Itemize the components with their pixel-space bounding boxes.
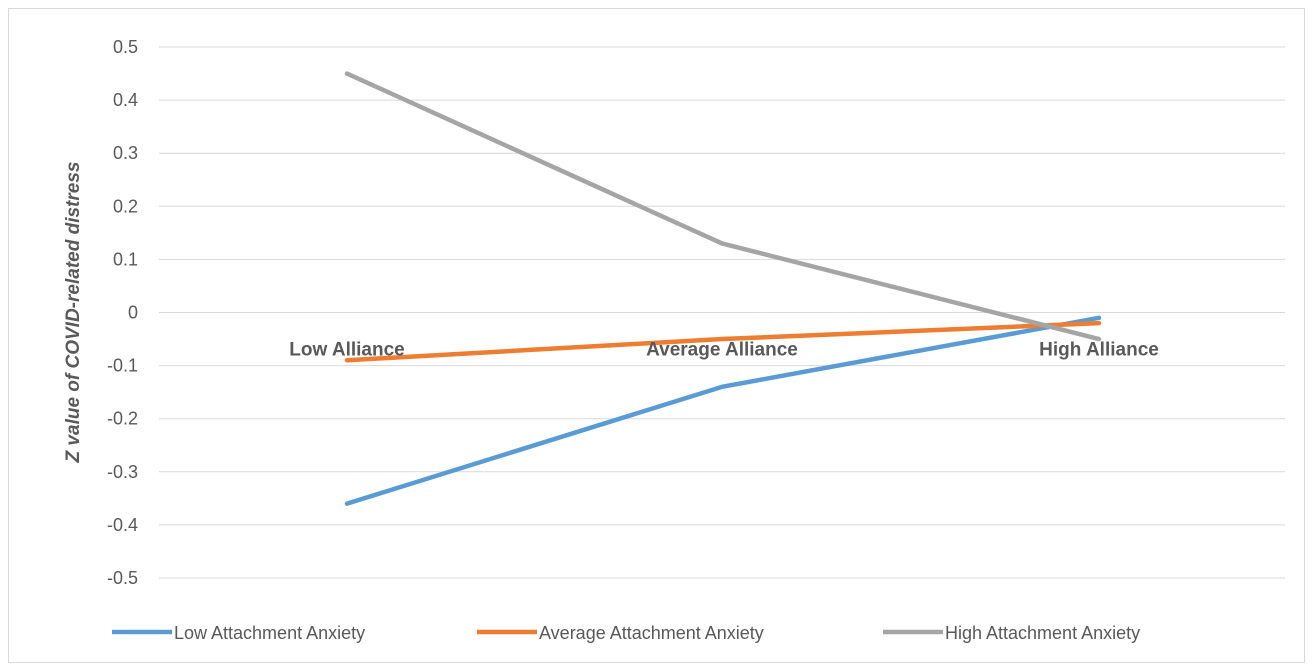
y-tick-label: 0.5: [113, 37, 138, 57]
y-axis-ticks: 0.5 0.4 0.3 0.2 0.1 0 -0.1 -0.2 -0.3 -0.4 -0.5: [107, 37, 138, 588]
category-label: High Alliance: [1039, 340, 1159, 361]
y-axis-title: Z value of COVID-related distress: [63, 162, 84, 464]
series-line-low-attachment-anxiety: [344, 315, 1102, 506]
legend-label: Average Attachment Anxiety: [539, 623, 764, 643]
legend-label: High Attachment Anxiety: [945, 623, 1140, 643]
y-tick-label: 0: [128, 303, 138, 323]
series-line-average-attachment-anxiety: [344, 320, 1102, 363]
category-label: Average Alliance: [646, 340, 798, 361]
y-tick-label: 0.1: [113, 249, 138, 269]
y-tick-label: -0.5: [107, 568, 138, 588]
y-tick-label: -0.2: [107, 409, 138, 429]
y-tick-label: 0.2: [113, 196, 138, 216]
series-line-high-attachment-anxiety: [344, 71, 1102, 342]
y-tick-label: -0.3: [107, 462, 138, 482]
y-tick-label: -0.4: [107, 515, 138, 535]
series-lines: [344, 71, 1102, 506]
gridlines: [159, 46, 1285, 579]
y-tick-label: 0.4: [113, 90, 138, 110]
category-labels: Low Alliance Average Alliance High Allianc…: [289, 340, 1159, 361]
legend: Low Attachment Anxiety Average Attachment…: [112, 623, 1140, 643]
y-tick-label: 0.3: [113, 143, 138, 163]
legend-label: Low Attachment Anxiety: [174, 623, 365, 643]
y-tick-label: -0.1: [107, 356, 138, 376]
category-label: Low Alliance: [289, 340, 404, 361]
